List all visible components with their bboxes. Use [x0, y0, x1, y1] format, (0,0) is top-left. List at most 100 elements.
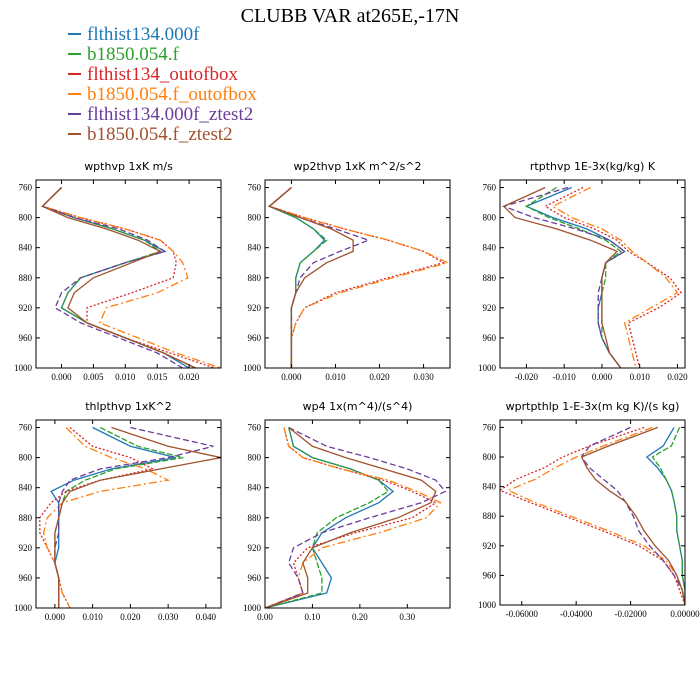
series-group: [500, 426, 685, 605]
x-tick-label: 0.000: [45, 612, 66, 622]
series-line: [645, 427, 685, 605]
y-tick-label: 880: [19, 273, 33, 283]
series-line: [551, 186, 679, 368]
y-tick-label: 920: [483, 303, 497, 313]
legend-item: flthist134_outofbox: [68, 65, 257, 85]
x-tick-label: 0.015: [147, 372, 168, 382]
legend: flthist134.000f b1850.054.f flthist134_o…: [68, 25, 257, 145]
legend-label: flthist134.000f: [87, 24, 200, 45]
series-line: [524, 186, 626, 368]
y-tick-label: 800: [19, 453, 33, 463]
y-tick-label: 880: [248, 513, 262, 523]
y-tick-label: 760: [248, 183, 262, 193]
x-tick-label: 0.020: [120, 612, 141, 622]
y-tick-label: 840: [248, 483, 262, 493]
panel-1: wpthvp 1xK m/s 760 800 840 880 920 960 1000 0.00…: [14, 160, 222, 382]
x-tick-label: 0.010: [115, 372, 136, 382]
x-tick-label: 0.010: [630, 372, 651, 382]
y-tick-label: 880: [19, 513, 33, 523]
x-tick-label: -0.020: [515, 372, 539, 382]
x-tick-label: 0.020: [179, 372, 200, 382]
series-line: [651, 427, 685, 605]
series-line: [265, 427, 438, 608]
y-tick-label: 840: [483, 243, 497, 253]
x-tick-label: 0.00: [257, 612, 273, 622]
y-tick-label: 800: [483, 213, 497, 223]
series-line: [502, 186, 622, 368]
series-line: [42, 427, 171, 608]
x-tick-label: 0.000: [51, 372, 72, 382]
series-line: [265, 426, 437, 608]
series-group: [41, 187, 221, 368]
y-tick-label: 1000: [478, 363, 497, 373]
y-tick-label: 800: [248, 213, 262, 223]
y-tick-label: 800: [19, 213, 33, 223]
y-tick-label: 1000: [478, 600, 497, 610]
legend-swatch: [68, 32, 81, 35]
y-tick-label: 840: [248, 243, 262, 253]
panel-title: rtpthvp 1E-3x(kg/kg) K: [530, 160, 656, 173]
x-tick-label: 0.20: [352, 612, 368, 622]
plot-frame: [35, 179, 222, 369]
series-group: [265, 426, 447, 608]
plot-frame: [499, 419, 686, 606]
y-tick-label: 760: [483, 183, 497, 193]
y-tick-label: 920: [248, 303, 262, 313]
series-line: [580, 426, 685, 605]
x-tick-label: 0.000: [592, 372, 613, 382]
panel-6: wprtpthlp 1-E-3x(m kg K)/(s kg) 760 800 840…: [478, 400, 700, 619]
x-tick-label: 0.010: [83, 612, 104, 622]
x-tick-label: 0.000: [281, 372, 302, 382]
series-line: [265, 427, 390, 608]
series-group: [501, 186, 683, 368]
panel-3: rtpthvp 1E-3x(kg/kg) K 760 800 840 880 920 960…: [478, 160, 688, 382]
x-tick-label: -0.02000: [614, 609, 647, 619]
y-tick-label: 960: [248, 333, 262, 343]
series-line: [268, 187, 371, 368]
series-line: [268, 187, 354, 368]
y-tick-label: 960: [248, 573, 262, 583]
y-tick-label: 880: [248, 273, 262, 283]
legend-swatch: [68, 72, 81, 75]
x-tick-label: -0.06000: [506, 609, 539, 619]
figure-title: CLUBB VAR at265E,-17N: [240, 5, 460, 27]
series-line: [54, 426, 221, 608]
legend-swatch: [68, 132, 81, 135]
x-tick-label: 0.040: [196, 612, 217, 622]
panel-title: wprtpthlp 1-E-3x(m kg K)/(s kg): [506, 400, 680, 413]
series-line: [265, 426, 447, 608]
y-tick-label: 760: [19, 423, 33, 433]
panel-title: wp4 1x(m^4)/(s^4): [303, 400, 413, 413]
x-tick-label: 0.030: [158, 612, 179, 622]
series-line: [39, 427, 155, 608]
legend-swatch: [68, 92, 81, 95]
y-tick-label: 1000: [14, 603, 33, 613]
y-tick-label: 920: [19, 303, 33, 313]
series-line: [41, 187, 196, 368]
plot-frame: [264, 179, 451, 369]
legend-item: flthist134.000f: [68, 25, 257, 45]
plot-frame: [264, 419, 451, 609]
series-line: [268, 187, 450, 368]
y-tick-label: 880: [483, 273, 497, 283]
legend-swatch: [68, 112, 81, 115]
series-line: [41, 187, 184, 368]
series-line: [41, 187, 196, 368]
x-tick-label: 0.00000: [670, 609, 700, 619]
panel-2: wp2thvp 1xK m^2/s^2 760 800 840 880 920 960 100…: [243, 160, 451, 382]
y-tick-label: 920: [483, 541, 497, 551]
panel-title: wpthvp 1xK m/s: [84, 160, 173, 173]
x-tick-label: 0.030: [413, 372, 434, 382]
y-tick-label: 1000: [243, 363, 262, 373]
y-tick-label: 800: [483, 452, 497, 462]
legend-label: b1850.054.f: [87, 44, 179, 65]
x-tick-label: 0.020: [667, 372, 688, 382]
y-tick-label: 840: [19, 243, 33, 253]
series-line: [543, 186, 683, 368]
y-tick-label: 960: [483, 333, 497, 343]
y-tick-label: 920: [248, 543, 262, 553]
y-tick-label: 840: [19, 483, 33, 493]
legend-item: flthist134.000f_ztest2: [68, 105, 257, 125]
x-tick-label: 0.005: [83, 372, 104, 382]
y-tick-label: 760: [19, 183, 33, 193]
